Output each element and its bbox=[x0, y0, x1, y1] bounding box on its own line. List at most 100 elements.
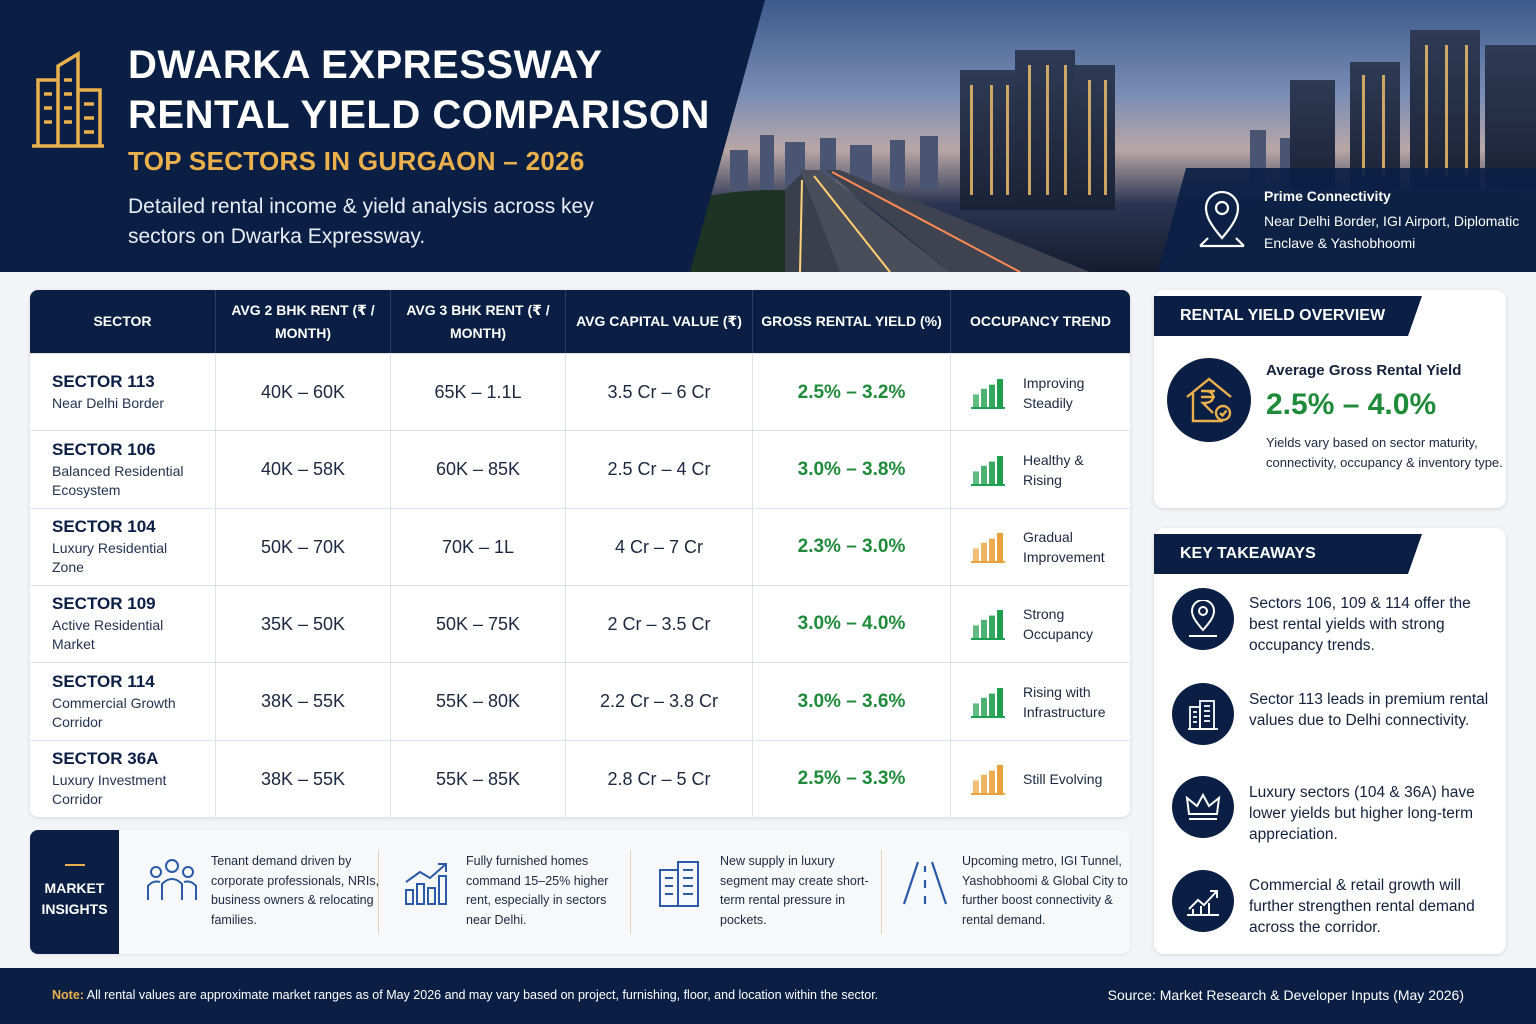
rent-2bhk-cell: 35K – 50K bbox=[216, 585, 391, 663]
house-rupee-icon bbox=[1186, 377, 1232, 423]
rent-2bhk-cell: 50K – 70K bbox=[216, 508, 391, 586]
rent-2bhk-cell: 38K – 55K bbox=[216, 740, 391, 817]
takeaway-text: Commercial & retail growth will further … bbox=[1249, 877, 1475, 936]
bar-chart-icon bbox=[971, 378, 1005, 409]
takeaway-text: Luxury sectors (104 & 36A) have lower yi… bbox=[1249, 784, 1475, 843]
overview-value: 2.5% – 4.0% bbox=[1266, 388, 1437, 421]
occupancy-trend-cell: Improving Steadily bbox=[951, 354, 1130, 431]
rental-yield-overview-card: RENTAL YIELD OVERVIEW Average Gross Rent… bbox=[1154, 290, 1506, 508]
sector-description: Luxury Investment Corridor bbox=[52, 772, 167, 807]
rent-2bhk-cell: 40K – 58K bbox=[216, 431, 391, 509]
insight-item: Tenant demand driven by corporate profes… bbox=[145, 830, 385, 954]
capital-value-cell: 2 Cr – 3.5 Cr bbox=[566, 585, 753, 663]
sector-cell: SECTOR 36A Luxury Investment Corridor bbox=[30, 740, 216, 817]
insight-item: Upcoming metro, IGI Tunnel, Yashobhoomi … bbox=[900, 830, 1130, 954]
table-row: SECTOR 113 Near Delhi Border 40K – 60K 65K … bbox=[30, 353, 1130, 431]
insight-item: Fully furnished homes command 15–25% hig… bbox=[402, 830, 642, 954]
overview-text: Yields vary based on sector maturity, co… bbox=[1266, 435, 1503, 470]
rent-3bhk-cell: 55K – 80K bbox=[391, 663, 566, 741]
occupancy-trend-cell: Still Evolving bbox=[951, 741, 1130, 818]
insights-label: MARKET INSIGHTS bbox=[30, 830, 119, 954]
header-banner: DWARKA EXPRESSWAY RENTAL YIELD COMPARISO… bbox=[0, 0, 1536, 272]
sector-description: Balanced Residential Ecosystem bbox=[52, 462, 184, 498]
sector-description: Luxury Residential Zone bbox=[52, 540, 168, 576]
market-insights-bar: MARKET INSIGHTS Tenant demand driven by … bbox=[30, 830, 1130, 954]
takeaway-icon-circle bbox=[1172, 588, 1234, 650]
footer-source: Source: Market Research & Developer Inpu… bbox=[1107, 987, 1464, 1003]
sector-name: SECTOR 109 bbox=[52, 594, 156, 614]
rental-yield-cell: 3.0% – 4.0% bbox=[753, 585, 951, 663]
growth-chart-icon bbox=[405, 863, 447, 905]
people-group-icon bbox=[147, 859, 197, 900]
sector-name: SECTOR 106 bbox=[52, 439, 156, 459]
takeaways-heading: KEY TAKEAWAYS bbox=[1154, 534, 1422, 574]
capital-value-cell: 2.5 Cr – 4 Cr bbox=[566, 431, 753, 509]
key-takeaways-card: KEY TAKEAWAYS Sectors 106, 109 & 114 off… bbox=[1154, 528, 1506, 954]
table-row: SECTOR 109 Active Residential Market 35K –… bbox=[30, 584, 1130, 663]
trend-label: Improving Steadily bbox=[1023, 374, 1085, 411]
bar-chart-icon bbox=[971, 687, 1005, 718]
bar-chart-icon bbox=[971, 533, 1005, 564]
buildings-logo-icon bbox=[32, 50, 104, 148]
sector-cell: SECTOR 109 Active Residential Market bbox=[30, 585, 216, 663]
rental-yield-cell: 2.5% – 3.2% bbox=[753, 354, 951, 431]
bar-chart-icon bbox=[971, 455, 1005, 486]
crown-icon bbox=[1185, 792, 1221, 820]
capital-value-cell: 3.5 Cr – 6 Cr bbox=[566, 354, 753, 431]
rental-yield-table: SECTOR AVG 2 BHK RENT (₹ / MONTH) AVG 3 … bbox=[30, 290, 1130, 817]
occupancy-trend-cell: Gradual Improvement bbox=[951, 509, 1130, 586]
sector-cell: SECTOR 106 Balanced Residential Ecosystem bbox=[30, 431, 216, 509]
sector-cell: SECTOR 114 Commercial Growth Corridor bbox=[30, 663, 216, 741]
cityscape-photo bbox=[690, 0, 1536, 272]
capital-value-cell: 2.8 Cr – 5 Cr bbox=[566, 740, 753, 817]
connectivity-box bbox=[1158, 168, 1536, 272]
rent-3bhk-cell: 60K – 85K bbox=[391, 431, 566, 509]
sector-description: Near Delhi Border bbox=[52, 395, 165, 411]
takeaway-icon-circle bbox=[1172, 776, 1234, 838]
header-capital: AVG CAPITAL VALUE (₹) bbox=[566, 290, 753, 353]
rental-yield-cell: 3.0% – 3.6% bbox=[753, 663, 951, 741]
bar-chart-icon bbox=[971, 765, 1005, 795]
occupancy-trend-cell: Rising with Infrastructure bbox=[951, 663, 1130, 740]
connectivity-title: Prime Connectivity bbox=[1264, 188, 1391, 204]
overview-icon-circle bbox=[1167, 358, 1251, 442]
rent-3bhk-cell: 50K – 75K bbox=[391, 585, 566, 663]
insight-item: New supply in luxury segment may create … bbox=[656, 830, 896, 954]
sector-name: SECTOR 104 bbox=[52, 517, 156, 537]
bar-chart-icon bbox=[971, 610, 1005, 641]
connectivity-text: Near Delhi Border, IGI Airport, Diplomat… bbox=[1264, 213, 1520, 251]
sector-cell: SECTOR 104 Luxury Residential Zone bbox=[30, 508, 216, 586]
header-2bhk: AVG 2 BHK RENT (₹ / MONTH) bbox=[216, 290, 391, 353]
rental-yield-cell: 2.3% – 3.0% bbox=[753, 508, 951, 586]
rent-2bhk-cell: 38K – 55K bbox=[216, 663, 391, 741]
header-yield: GROSS RENTAL YIELD (%) bbox=[753, 290, 951, 353]
sector-cell: SECTOR 113 Near Delhi Border bbox=[30, 354, 216, 431]
location-pin-icon bbox=[1199, 190, 1245, 248]
rental-yield-cell: 3.0% – 3.8% bbox=[753, 431, 951, 509]
page-description: Detailed rental income & yield analysis … bbox=[128, 195, 594, 248]
occupancy-trend-cell: Healthy & Rising bbox=[951, 431, 1130, 508]
header-3bhk: AVG 3 BHK RENT (₹ / MONTH) bbox=[391, 290, 566, 353]
table-row: SECTOR 104 Luxury Residential Zone 50K – 7… bbox=[30, 507, 1130, 586]
sector-description: Active Residential Market bbox=[52, 617, 164, 653]
header-sector: SECTOR bbox=[30, 290, 216, 353]
trend-up-icon bbox=[1187, 890, 1219, 916]
overview-label: Average Gross Rental Yield bbox=[1266, 362, 1462, 379]
rental-yield-cell: 2.5% – 3.3% bbox=[753, 740, 951, 817]
sector-name: SECTOR 114 bbox=[52, 671, 155, 691]
takeaway-text: Sector 113 leads in premium rental value… bbox=[1249, 691, 1489, 729]
sector-name: SECTOR 113 bbox=[52, 372, 155, 391]
rent-3bhk-cell: 70K – 1L bbox=[391, 508, 566, 586]
table-row: SECTOR 106 Balanced Residential Ecosystem… bbox=[30, 430, 1130, 509]
table-row: SECTOR 114 Commercial Growth Corridor 38K … bbox=[30, 662, 1130, 741]
capital-value-cell: 2.2 Cr – 3.8 Cr bbox=[566, 663, 753, 741]
building-icon bbox=[659, 861, 699, 907]
footer-note: Note: All rental values are approximate … bbox=[52, 988, 879, 1002]
takeaway-text: Sectors 106, 109 & 114 offer the best re… bbox=[1249, 595, 1471, 654]
footer-bar: Note: All rental values are approximate … bbox=[0, 968, 1536, 1024]
page-title: DWARKA EXPRESSWAY RENTAL YIELD COMPARISO… bbox=[128, 43, 710, 137]
overview-heading: RENTAL YIELD OVERVIEW bbox=[1154, 296, 1422, 336]
rent-3bhk-cell: 55K – 85K bbox=[391, 740, 566, 817]
location-pin-icon bbox=[1189, 600, 1217, 637]
trend-label: Gradual Improvement bbox=[1023, 529, 1105, 566]
